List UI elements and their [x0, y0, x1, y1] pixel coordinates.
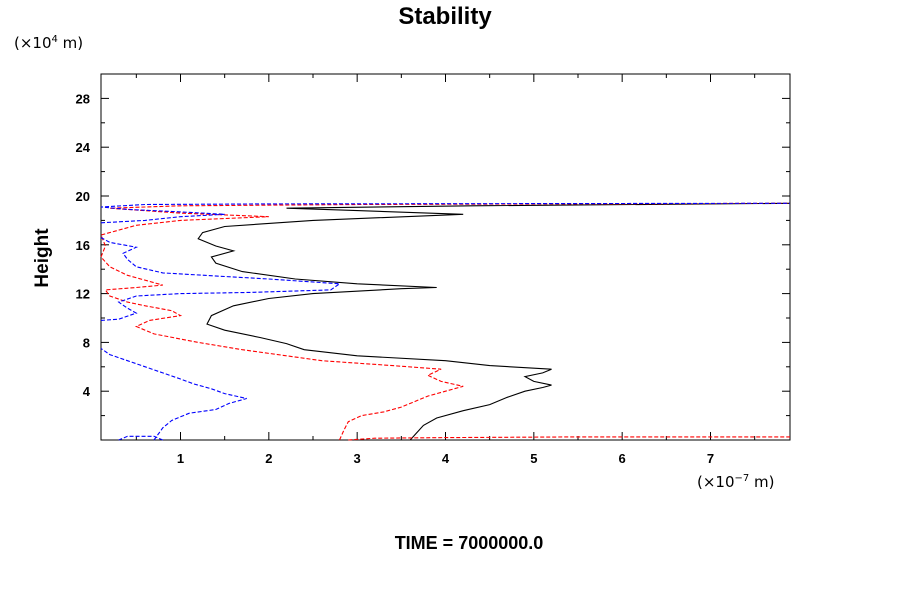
x-tick-label: 5	[530, 451, 537, 466]
series-line-1	[100, 202, 791, 441]
plot-area	[100, 73, 791, 441]
y-tick-label: 4	[83, 384, 91, 399]
y-axis-unit: (×104 m)	[14, 34, 83, 52]
x-tick-label: 6	[619, 451, 626, 466]
y-tick-label: 20	[76, 189, 90, 204]
y-tick-label: 24	[76, 140, 91, 155]
series-line-5	[100, 202, 791, 224]
x-tick-label: 1	[177, 451, 184, 466]
y-tick-label: 28	[76, 91, 90, 106]
chart-title: Stability	[398, 3, 492, 30]
series-line-0	[197, 202, 791, 441]
x-tick-label: 7	[707, 451, 714, 466]
x-tick-label: 2	[265, 451, 272, 466]
y-tick-label: 12	[76, 287, 90, 302]
x-tick-label: 4	[442, 451, 450, 466]
y-tick-label: 16	[76, 238, 90, 253]
y-axis-label: Height	[32, 228, 53, 288]
series-line-4	[100, 237, 342, 321]
series-layer	[100, 202, 791, 441]
y-tick-label: 8	[83, 335, 90, 350]
time-footer: TIME = 7000000.0	[395, 533, 544, 553]
series-line-6	[348, 436, 790, 441]
x-tick-label: 3	[354, 451, 361, 466]
x-axis-unit: (×10−7 m)	[697, 473, 775, 491]
series-line-3	[100, 348, 247, 441]
